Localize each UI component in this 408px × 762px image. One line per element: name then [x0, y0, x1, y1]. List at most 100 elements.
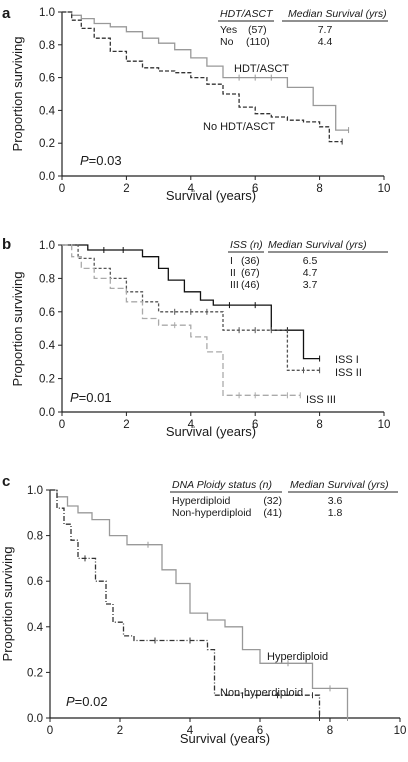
y-tick-label: 1.0 [27, 485, 43, 497]
legend-header-group: ISS (n) [230, 239, 263, 251]
curve-label: ISS III [306, 394, 336, 406]
legend-row-median: 6.5 [303, 255, 318, 267]
legend-row-group: I [230, 255, 233, 267]
y-tick-label: 0.4 [39, 105, 56, 117]
legend-row-n: (67) [241, 267, 260, 279]
legend-header-group: DNA Ploidy status (n) [172, 479, 272, 491]
x-tick-label: 2 [123, 183, 129, 195]
legend-row-group: Hyperdiploid [172, 495, 231, 507]
legend-row-group: II [230, 267, 236, 279]
curve-label: ISS II [335, 367, 362, 379]
legend-row-n: (110) [246, 36, 270, 48]
y-tick-label: 0.0 [39, 407, 55, 419]
panel-letter: a [2, 5, 11, 22]
legend-row-group: Yes [220, 24, 237, 36]
legend-header-median: Median Survival (yrs) [290, 479, 389, 491]
x-tick-label: 8 [316, 183, 322, 195]
legend-table: DNA Ploidy status (n) Median Survival (yr… [170, 479, 398, 519]
y-tick-label: 0.0 [39, 171, 55, 183]
x-tick-label: 10 [378, 419, 391, 431]
curve-label: No HDT/ASCT [203, 121, 275, 133]
y-tick-label: 0.6 [39, 73, 55, 85]
series-non-hyperdiploid [50, 489, 321, 721]
curve-label: ISS I [335, 354, 359, 366]
legend-row-group: No [220, 36, 234, 48]
p-value-number: =0.02 [75, 694, 108, 709]
p-value: P=0.02 [66, 694, 108, 709]
y-tick-label: 0.2 [39, 138, 55, 150]
survival-curve [62, 244, 320, 371]
y-tick-label: 0.8 [27, 531, 43, 543]
curve-label: HDT/ASCT [234, 63, 289, 75]
y-tick-label: 1.0 [39, 240, 55, 252]
legend-row-n: (32) [263, 495, 282, 507]
p-value: P=0.01 [70, 390, 112, 405]
y-tick-label: 0.8 [39, 273, 55, 285]
y-tick-label: 0.6 [27, 576, 43, 588]
p-value-number: =0.03 [89, 153, 122, 168]
x-tick-label: 2 [117, 725, 123, 737]
p-value-symbol: P [66, 694, 75, 709]
legend-row-median: 7.7 [318, 24, 333, 36]
y-tick-label: 0.4 [39, 340, 56, 352]
series-hdt-asct [62, 11, 350, 134]
x-tick-label: 10 [378, 183, 391, 195]
x-tick-label: 6 [252, 183, 258, 195]
survival-curve [62, 11, 343, 143]
x-tick-label: 4 [188, 183, 195, 195]
legend-table: ISS (n) Median Survival (yrs) I (36) 6.5 II (6… [228, 239, 388, 291]
x-axis-title: Survival (years) [166, 424, 256, 439]
x-tick-label: 2 [123, 419, 129, 431]
x-tick-label: 0 [59, 419, 65, 431]
y-tick-label: 0.8 [39, 40, 55, 52]
panel-c: c 0 2 4 6 8 10 0.0 0.2 0.4 0.6 0.8 1.0 Survival (year… [0, 473, 406, 746]
p-value-symbol: P [70, 390, 79, 405]
legend-header-median: Median Survival (yrs) [288, 8, 387, 20]
panel-b: b 0 2 4 6 8 10 0.0 0.2 0.4 0.6 0.8 1.0 Survival (year… [2, 236, 390, 439]
series-no-hdt-asct [62, 11, 343, 145]
x-tick-label: 0 [47, 725, 53, 737]
p-value-number: =0.01 [79, 390, 112, 405]
x-tick-label: 4 [188, 419, 195, 431]
legend-table: HDT/ASCT Median Survival (yrs) Yes (57) 7.7 N… [218, 8, 388, 48]
legend-row-n: (36) [241, 255, 260, 267]
x-tick-label: 0 [59, 183, 65, 195]
panel-a: a 0 2 4 6 8 10 0.0 0.2 0.4 0.6 0.8 1.0 Survival (year… [2, 5, 390, 203]
y-tick-label: 0.2 [27, 667, 43, 679]
survival-curve [50, 489, 321, 718]
legend-header-group: HDT/ASCT [220, 8, 274, 20]
x-tick-label: 6 [257, 725, 263, 737]
x-tick-label: 8 [316, 419, 322, 431]
y-tick-label: 1.0 [39, 7, 55, 19]
legend-row-group: Non-hyperdiploid [172, 507, 252, 519]
legend-header-median: Median Survival (yrs) [268, 239, 367, 251]
legend-row-median: 4.4 [318, 36, 333, 48]
x-tick-label: 10 [394, 725, 407, 737]
legend-row-median: 1.8 [328, 507, 343, 519]
x-tick-label: 6 [252, 419, 258, 431]
y-axis-title: Proportion surviving [10, 37, 25, 152]
survival-curve [50, 489, 349, 718]
x-tick-label: 8 [327, 725, 333, 737]
legend-row-median: 3.6 [328, 495, 343, 507]
y-tick-label: 0.2 [39, 374, 55, 386]
series-iss-i [62, 244, 321, 362]
legend-row-group: III [230, 279, 239, 291]
y-axis-title: Proportion surviving [10, 272, 25, 387]
x-axis-title: Survival (years) [180, 731, 270, 746]
y-tick-label: 0.6 [39, 307, 55, 319]
y-axis-title: Proportion surviving [0, 547, 15, 662]
legend-row-n: (57) [248, 24, 267, 36]
legend-row-n: (46) [241, 279, 260, 291]
legend-row-median: 4.7 [303, 267, 318, 279]
survival-curve [62, 244, 301, 396]
survival-curve [62, 244, 320, 360]
survival-curve [62, 11, 349, 131]
legend-row-median: 3.7 [303, 279, 318, 291]
panel-letter: b [2, 236, 11, 253]
curve-label: Non-hyperdiploid [220, 687, 303, 699]
p-value-symbol: P [80, 153, 89, 168]
series-iss-iii [62, 244, 301, 399]
series-iss-ii [62, 244, 321, 374]
